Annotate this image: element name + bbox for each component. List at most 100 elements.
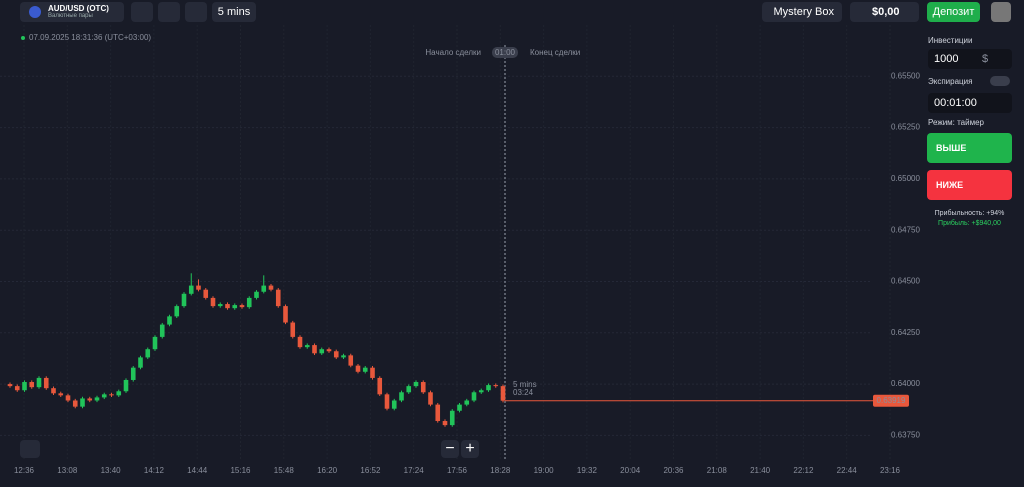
candle-body (377, 377, 383, 395)
up-button[interactable]: ВЫШЕ (927, 133, 1012, 163)
candle-body (420, 382, 426, 393)
avatar[interactable] (991, 2, 1011, 22)
candle-timer: 03:24 (513, 388, 534, 397)
candle-body (181, 293, 187, 307)
candle-body (268, 285, 274, 290)
candle-body (232, 305, 238, 309)
candle-body (51, 388, 56, 394)
candle-body (428, 392, 433, 405)
candle-body (94, 397, 100, 401)
x-tick-label: 12:36 (14, 466, 35, 475)
candle-body (261, 285, 267, 292)
candle-body (80, 398, 85, 407)
y-tick-label: 0.65500 (891, 71, 920, 80)
zoom-out[interactable]: − (441, 440, 459, 458)
candle-body (333, 351, 339, 358)
candle-body (72, 400, 78, 407)
indicator-button[interactable] (185, 2, 207, 22)
x-tick-label: 17:24 (404, 466, 425, 475)
timestamp: 07.09.2025 18:31:36 (UTC+03:00) (29, 33, 151, 42)
candle-body (290, 322, 296, 337)
candle-body (471, 392, 477, 401)
x-tick-label: 14:44 (187, 466, 208, 475)
x-tick-label: 19:32 (577, 466, 598, 475)
investment: 1000 (934, 53, 959, 65)
x-tick-label: 23:16 (880, 466, 901, 475)
drawing-button[interactable] (158, 2, 180, 22)
candle-body (326, 349, 332, 352)
timeframe[interactable]: 5 mins (212, 2, 256, 22)
x-tick-label: 14:12 (144, 466, 165, 475)
candle-body (493, 385, 499, 387)
pair: AUD/USD (OTC) (48, 4, 109, 13)
candle-body (210, 297, 216, 307)
candle-body (275, 289, 281, 307)
x-tick-label: 19:00 (534, 466, 555, 475)
candle-body (130, 367, 136, 380)
candle-body (22, 382, 27, 391)
live-dot (21, 36, 25, 40)
y-tick-label: 0.65250 (891, 123, 920, 132)
candle-body (196, 285, 201, 290)
candle-body (87, 398, 93, 401)
flag (29, 6, 41, 18)
candle-body (239, 305, 245, 308)
x-tick-label: 20:36 (663, 466, 684, 475)
expiration: 00:01:00 (934, 97, 977, 109)
candle-body (355, 365, 361, 372)
x-tick-label: 16:20 (317, 466, 338, 475)
x-tick-label: 22:12 (793, 466, 814, 475)
chart-type-button[interactable] (131, 2, 153, 22)
candle-body (312, 345, 317, 354)
x-tick-label: 15:16 (230, 466, 251, 475)
candle-body (58, 393, 64, 396)
candle-body (384, 394, 390, 409)
x-tick-label: 15:48 (274, 466, 295, 475)
candle-body (348, 355, 354, 366)
x-tick-label: 21:08 (707, 466, 728, 475)
candle-body (297, 336, 303, 348)
profitability: Прибыльность: +94% (934, 210, 1005, 217)
y-tick-label: 0.64750 (891, 225, 920, 234)
y-tick-label: 0.65000 (891, 174, 920, 183)
x-tick-label: 17:56 (447, 466, 468, 475)
candle-body (217, 304, 223, 307)
expiration-label: Экспирация (928, 77, 973, 86)
x-tick-label: 16:52 (360, 466, 381, 475)
candle-body (478, 390, 484, 393)
x-tick-label: 18:28 (490, 466, 511, 475)
candle-body (109, 394, 114, 396)
candle-body (449, 410, 455, 426)
x-tick-label: 21:40 (750, 466, 771, 475)
investment-input[interactable]: 1000 $ (928, 49, 1012, 69)
candle-body (254, 291, 259, 298)
mystery-box[interactable]: Mystery Box (762, 2, 842, 22)
deal-timer: 01:00 (495, 48, 516, 57)
candle-body (304, 345, 310, 348)
x-tick-label: 13:40 (101, 466, 122, 475)
candle-body (246, 297, 252, 308)
expiration-input[interactable]: 00:01:00 (928, 93, 1012, 113)
x-tick-label: 13:08 (57, 466, 78, 475)
candle-body (188, 285, 194, 294)
candle-body (442, 421, 448, 426)
y-tick-label: 0.64500 (891, 277, 920, 286)
pair-selector[interactable]: AUD/USD (OTC) Валютные пары (20, 2, 124, 22)
y-tick-label: 0.64000 (891, 379, 920, 388)
settings-button[interactable] (20, 440, 40, 458)
balance[interactable]: $0,00 (850, 2, 919, 22)
deal-start: Начало сделки (425, 48, 481, 57)
candle-body (225, 304, 230, 309)
candle-body (319, 349, 325, 354)
deal-end: Конец сделки (530, 48, 580, 57)
deposit-button[interactable]: Депозит (927, 2, 980, 22)
candle-body (486, 385, 491, 391)
chart: 0.63750 0.64000 0.64250 0.64500 0.64750 0.650… (0, 33, 920, 476)
candle-body (145, 349, 151, 358)
expiration-toggle[interactable] (990, 76, 1010, 86)
current-price-box (873, 394, 909, 407)
candle-body (167, 316, 172, 325)
down-button[interactable]: НИЖЕ (927, 170, 1012, 200)
candle-body (43, 377, 49, 389)
zoom-in[interactable]: + (461, 440, 479, 458)
